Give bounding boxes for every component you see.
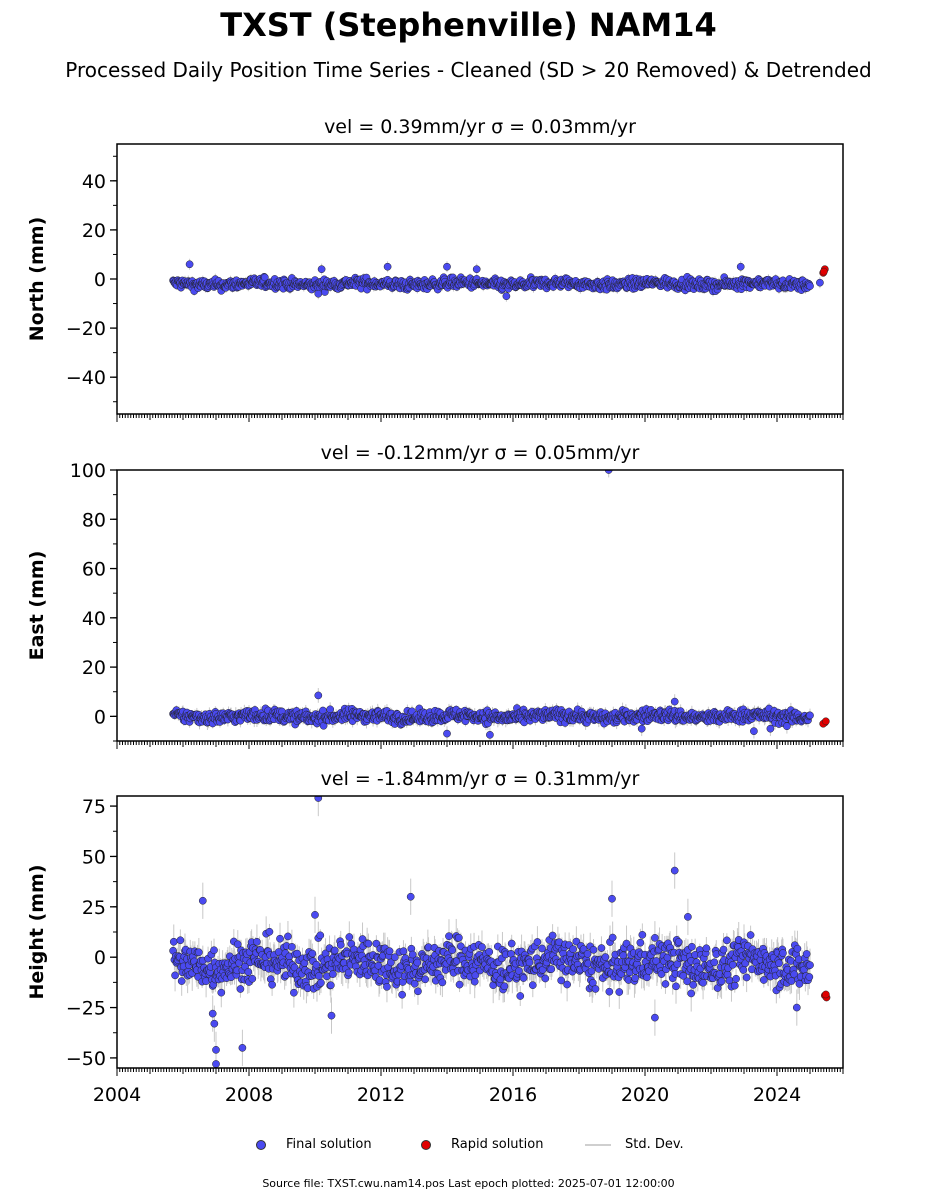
final-point	[783, 722, 791, 731]
axes-frame-1	[116, 469, 844, 742]
plot-area-1	[169, 470, 830, 741]
final-point	[383, 262, 392, 271]
final-point	[502, 292, 511, 301]
y-tick-label: 20	[82, 220, 106, 242]
y-tick-label: 40	[82, 608, 106, 630]
panel-title: vel = 0.39mm/yr σ = 0.03mm/yr	[324, 116, 636, 138]
final-point	[486, 730, 494, 739]
final-point	[750, 727, 758, 735]
final-point	[816, 278, 824, 287]
final-point	[185, 260, 194, 269]
final-point	[443, 729, 451, 738]
final-point	[314, 289, 323, 298]
y-tick-label: 60	[82, 559, 106, 581]
final-point	[317, 265, 326, 274]
y-tick-label: 100	[70, 460, 106, 482]
final-point	[472, 265, 481, 274]
plot-area-0	[169, 258, 829, 302]
y-tick-label: −40	[66, 367, 106, 389]
final-point	[806, 711, 814, 720]
final-point	[766, 724, 775, 733]
y-tick-label: 0	[94, 706, 106, 728]
final-point	[806, 282, 814, 290]
final-point	[326, 705, 335, 714]
y-axis-label: East (mm)	[26, 551, 48, 661]
chart-title: TXST (Stephenville) NAM14	[220, 6, 717, 44]
chart-subtitle: Processed Daily Position Time Series - C…	[65, 58, 872, 82]
final-point	[443, 262, 451, 271]
plot-area-2	[169, 796, 831, 1068]
y-tick-label: −20	[66, 318, 106, 340]
final-point	[260, 273, 269, 282]
final-point	[637, 724, 646, 733]
rapid-point	[821, 717, 830, 726]
y-tick-label: 0	[94, 269, 106, 291]
final-point	[670, 697, 679, 706]
y-tick-label: 80	[82, 509, 106, 531]
y-tick-label: 20	[82, 657, 106, 679]
final-point	[736, 262, 745, 271]
y-tick-label: 40	[82, 171, 106, 193]
y-axis-label: North (mm)	[26, 217, 48, 342]
final-point	[604, 470, 613, 474]
panel-title: vel = -0.12mm/yr σ = 0.05mm/yr	[321, 442, 640, 464]
final-point	[314, 691, 323, 700]
rapid-point	[820, 267, 828, 276]
